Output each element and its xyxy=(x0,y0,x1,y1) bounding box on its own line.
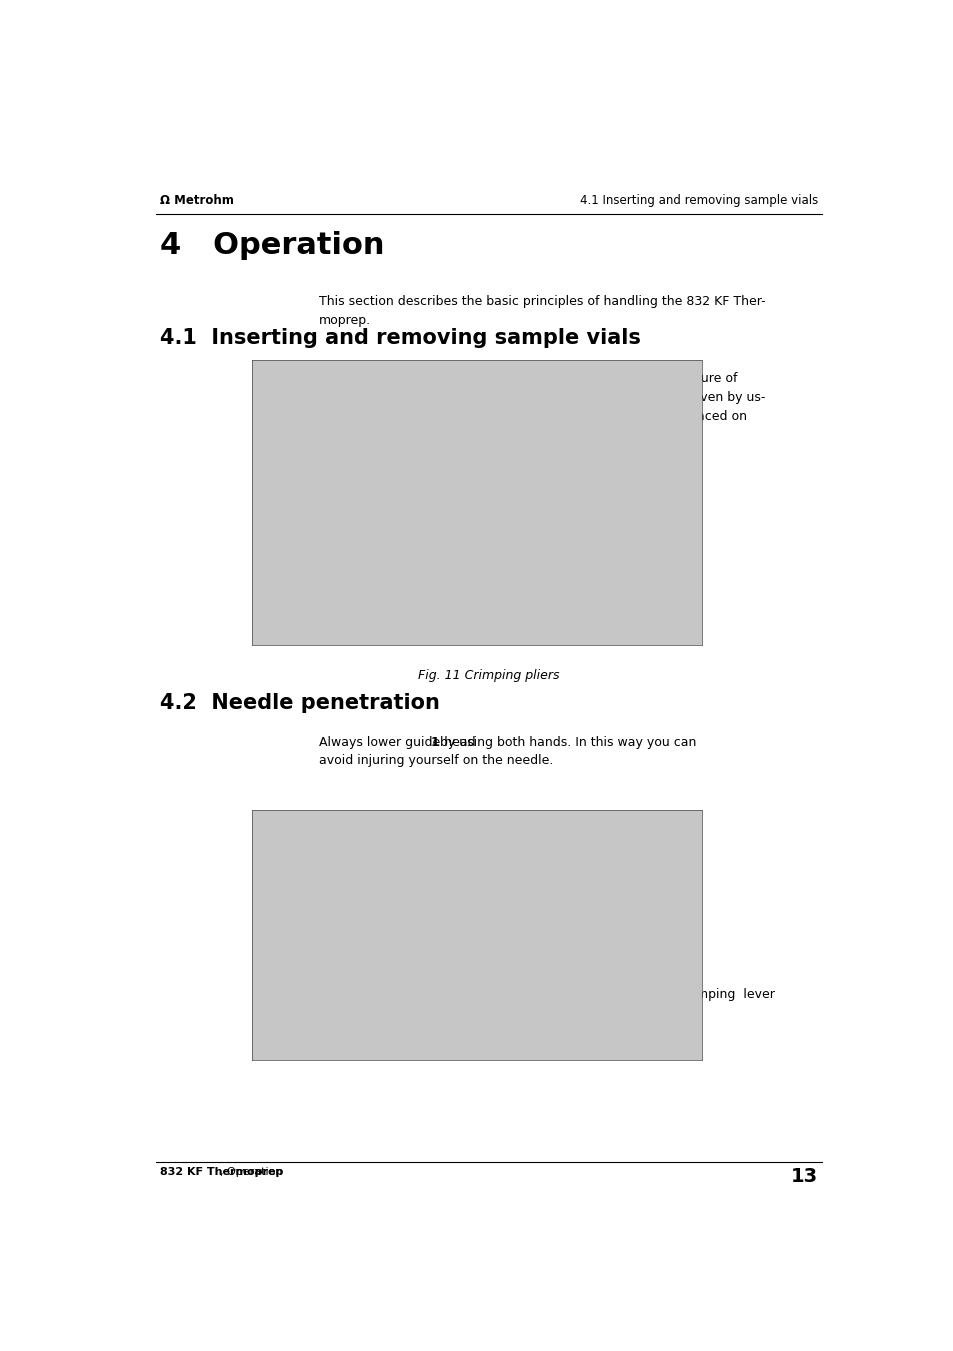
Text: Ω Metrohm: Ω Metrohm xyxy=(159,193,233,207)
Text: by using both hands. In this way you can: by using both hands. In this way you can xyxy=(436,736,696,748)
Text: Fig. 12 Loosening the guide head: Fig. 12 Loosening the guide head xyxy=(314,989,523,1001)
Text: Clamping  lever
11: Clamping lever 11 xyxy=(675,989,774,1019)
Text: Fig. 11 Crimping pliers: Fig. 11 Crimping pliers xyxy=(417,669,559,682)
Text: 4.1 Inserting and removing sample vials: 4.1 Inserting and removing sample vials xyxy=(579,193,818,207)
Text: 832 KF Thermoprep: 832 KF Thermoprep xyxy=(159,1167,283,1177)
Text: 13: 13 xyxy=(790,1167,818,1186)
Text: avoid injuring yourself on the needle.: avoid injuring yourself on the needle. xyxy=(319,754,553,767)
Text: 4.2  Needle penetration: 4.2 Needle penetration xyxy=(159,693,439,713)
Text: As the oven of the 832 KF Thermoprep can reach a temperature of
250 °C, vials mu: As the oven of the 832 KF Thermoprep can… xyxy=(319,373,764,442)
Text: 4.1  Inserting and removing sample vials: 4.1 Inserting and removing sample vials xyxy=(159,328,639,347)
Text: 1: 1 xyxy=(431,736,439,748)
Text: , Operation: , Operation xyxy=(219,1167,282,1177)
Text: 4   Operation: 4 Operation xyxy=(159,231,384,261)
Text: Always lower guide head: Always lower guide head xyxy=(319,736,479,748)
Text: This section describes the basic principles of handling the 832 KF Ther-
moprep.: This section describes the basic princip… xyxy=(319,296,765,327)
